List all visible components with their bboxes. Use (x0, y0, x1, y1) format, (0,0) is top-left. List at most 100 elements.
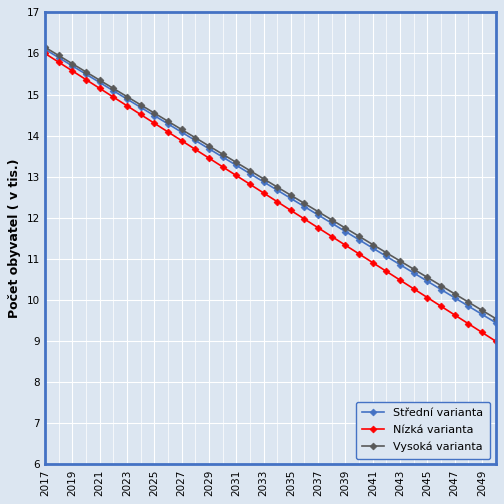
Nízká varianta (178, 138, 184, 144)
Nízká varianta (110, 94, 116, 100)
Nízká varianta (452, 312, 458, 318)
Nízká varianta (356, 251, 362, 257)
Vysoká varianta (178, 127, 184, 133)
Nízká varianta (247, 181, 253, 187)
Vysoká varianta (356, 233, 362, 239)
Střední varianta (233, 162, 239, 168)
Nízká varianta (274, 199, 280, 205)
Vysoká varianta (192, 135, 198, 141)
Vysoká varianta (329, 217, 335, 223)
Nízká varianta (465, 321, 471, 327)
Střední varianta (397, 262, 403, 268)
Nízká varianta (384, 268, 390, 274)
Střední varianta (178, 129, 184, 135)
Nízká varianta (301, 216, 307, 222)
Nízká varianta (55, 59, 61, 65)
Nízká varianta (124, 103, 130, 109)
Vysoká varianta (220, 151, 226, 157)
Y-axis label: Počet obyvatel ( v tis.): Počet obyvatel ( v tis.) (9, 159, 21, 318)
Střední varianta (301, 204, 307, 210)
Střední varianta (69, 63, 75, 69)
Vysoká varianta (411, 266, 417, 272)
Vysoká varianta (384, 250, 390, 256)
Střední varianta (220, 154, 226, 160)
Vysoká varianta (438, 283, 444, 289)
Střední varianta (370, 245, 376, 251)
Vysoká varianta (124, 94, 130, 100)
Nízká varianta (220, 164, 226, 170)
Střední varianta (384, 254, 390, 260)
Vysoká varianta (424, 274, 430, 280)
Střední varianta (452, 295, 458, 301)
Vysoká varianta (452, 291, 458, 297)
Střední varianta (206, 146, 212, 152)
Nízká varianta (83, 77, 89, 83)
Vysoká varianta (479, 307, 485, 313)
Střední varianta (288, 196, 294, 202)
Vysoká varianta (42, 44, 48, 50)
Nízká varianta (438, 303, 444, 309)
Vysoká varianta (342, 225, 348, 231)
Střední varianta (329, 220, 335, 226)
Nízká varianta (370, 260, 376, 266)
Vysoká varianta (206, 143, 212, 149)
Vysoká varianta (233, 159, 239, 165)
Střední varianta (124, 96, 130, 102)
Střední varianta (315, 212, 321, 218)
Vysoká varianta (138, 102, 144, 108)
Střední varianta (97, 80, 103, 86)
Nízká varianta (151, 120, 157, 126)
Nízká varianta (288, 207, 294, 213)
Nízká varianta (492, 338, 498, 344)
Line: Nízká varianta: Nízká varianta (42, 51, 498, 344)
Střední varianta (247, 170, 253, 176)
Střední varianta (83, 71, 89, 77)
Nízká varianta (69, 68, 75, 74)
Nízká varianta (261, 190, 267, 196)
Nízká varianta (42, 50, 48, 56)
Nízká varianta (424, 294, 430, 300)
Střední varianta (138, 104, 144, 110)
Vysoká varianta (370, 241, 376, 247)
Střední varianta (165, 121, 171, 127)
Vysoká varianta (465, 299, 471, 305)
Vysoká varianta (288, 192, 294, 198)
Střední varianta (274, 187, 280, 193)
Vysoká varianta (97, 77, 103, 83)
Vysoká varianta (301, 201, 307, 207)
Legend: Střední varianta, Nízká varianta, Vysoká varianta: Střední varianta, Nízká varianta, Vysoká… (355, 402, 490, 459)
Vysoká varianta (69, 60, 75, 67)
Nízká varianta (329, 233, 335, 239)
Nízká varianta (479, 330, 485, 336)
Střední varianta (342, 228, 348, 234)
Nízká varianta (138, 111, 144, 117)
Nízká varianta (206, 155, 212, 161)
Nízká varianta (315, 225, 321, 231)
Střední varianta (424, 278, 430, 284)
Line: Vysoká varianta: Vysoká varianta (42, 45, 498, 321)
Line: Střední varianta: Střední varianta (42, 47, 498, 325)
Střední varianta (492, 320, 498, 326)
Střední varianta (479, 311, 485, 318)
Vysoká varianta (110, 85, 116, 91)
Vysoká varianta (165, 118, 171, 124)
Vysoká varianta (55, 52, 61, 58)
Nízká varianta (411, 286, 417, 292)
Vysoká varianta (492, 316, 498, 322)
Nízká varianta (97, 85, 103, 91)
Vysoká varianta (151, 110, 157, 116)
Vysoká varianta (247, 167, 253, 173)
Střední varianta (356, 237, 362, 243)
Střední varianta (438, 286, 444, 292)
Střední varianta (261, 179, 267, 185)
Střední varianta (192, 138, 198, 144)
Vysoká varianta (261, 176, 267, 182)
Vysoká varianta (397, 258, 403, 264)
Střední varianta (55, 54, 61, 60)
Střední varianta (465, 303, 471, 309)
Nízká varianta (165, 129, 171, 135)
Nízká varianta (397, 277, 403, 283)
Vysoká varianta (83, 69, 89, 75)
Střední varianta (411, 270, 417, 276)
Nízká varianta (342, 242, 348, 248)
